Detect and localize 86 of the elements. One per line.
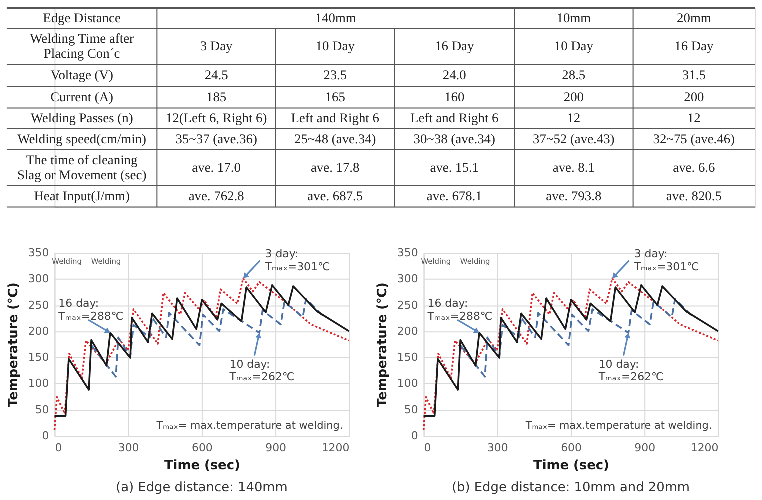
y-tick-label: 100	[28, 377, 50, 390]
text: 20mm	[677, 10, 712, 26]
annotation: Tₘₐₓ= max.temperature at welding.	[156, 420, 344, 432]
text: (b) Edge distance: 10mm and 20mm	[452, 480, 690, 496]
text: 32~75 (ave.46)	[653, 131, 736, 146]
y-tick-label: 350	[397, 246, 418, 260]
text: ave. 793.8	[546, 188, 602, 204]
x-tick-label: 300	[487, 441, 508, 454]
text: ave. 15.1	[430, 160, 480, 175]
x-tick-label: 600	[192, 441, 213, 454]
text: Edge Distance	[43, 10, 122, 26]
annotation: 3 day: Tₘₐₓ=301℃	[264, 248, 330, 274]
y-tick-label: 150	[397, 351, 418, 364]
text: ave. 8.1	[552, 160, 595, 175]
text: Current (A)	[50, 90, 114, 105]
text: 25~48 (ave.34)	[294, 131, 376, 146]
y-tick-label: 300	[28, 272, 50, 286]
text: ave. 678.1	[426, 188, 482, 204]
text: 185	[206, 90, 227, 105]
text: 12	[687, 110, 701, 126]
text: 24.0	[442, 68, 467, 83]
text: Heat Input(J/mm)	[34, 188, 130, 204]
text: Welding Passes (n)	[30, 110, 134, 126]
text: ave. 17.0	[192, 160, 242, 175]
y-axis-title: Temperature (℃)	[375, 282, 390, 408]
text: Voltage (V)	[50, 68, 114, 83]
text: 10 Day	[554, 38, 594, 54]
text: 165	[325, 90, 346, 105]
text: 23.5	[324, 68, 348, 83]
text: 140mm	[315, 10, 357, 26]
x-axis-title: Time (sec)	[164, 458, 240, 474]
y-tick-label: 250	[397, 298, 418, 312]
y-tick-label: 0	[42, 430, 50, 443]
x-tick-label: 0	[55, 441, 62, 454]
x-tick-label: 0	[424, 441, 432, 454]
text: 12	[567, 110, 581, 126]
text: 24.5	[204, 68, 229, 83]
text: 16 Day	[674, 38, 714, 54]
text: Welding speed(cm/min)	[18, 131, 146, 146]
text: ave. 820.5	[666, 188, 722, 204]
y-tick-label: 250	[28, 298, 50, 312]
annotation: Tₘₐₓ= max.temperature at welding.	[524, 420, 712, 432]
annotation: 16 day: Tₘₐₓ=288℃	[58, 297, 124, 324]
annotation: 16 day: Tₘₐₓ=288℃	[426, 297, 493, 324]
text: ave. 687.5	[308, 188, 364, 204]
text: 28.5	[562, 68, 586, 83]
y-tick-label: 300	[397, 272, 418, 286]
y-tick-label: 200	[28, 324, 50, 338]
y-tick-label: 350	[28, 246, 50, 260]
y-tick-label: 200	[397, 324, 418, 338]
text: (a) Edge distance: 140mm	[116, 480, 288, 496]
x-tick-label: 600	[561, 441, 582, 454]
text: ave. 762.8	[188, 188, 245, 204]
annotation: 3 day: Tₘₐₓ=301℃	[633, 248, 700, 274]
annotation: 10 day: Tₘₐₓ=262℃	[228, 358, 295, 384]
annotation: 10 day: Tₘₐₓ=262℃	[598, 358, 664, 384]
text: 200	[684, 90, 705, 105]
text: 12(Left 6, Right 6)	[166, 110, 268, 126]
text: Welding Time after Placing Con´c	[30, 31, 135, 62]
x-tick-label: 300	[118, 441, 140, 454]
text: Left and Right 6	[291, 110, 380, 126]
x-tick-label: 1200	[322, 441, 350, 454]
y-tick-label: 150	[28, 351, 50, 364]
x-tick-label: 1200	[690, 441, 719, 454]
text: 160	[444, 90, 465, 105]
x-tick-label: 900	[634, 441, 656, 454]
y-tick-label: 50	[404, 403, 418, 416]
text: 37~52 (ave.43)	[533, 131, 615, 146]
text: ave. 17.8	[310, 160, 360, 175]
text: 35~37 (ave.36)	[176, 131, 258, 146]
text: 30~38 (ave.34)	[414, 131, 496, 146]
y-tick-label: 50	[35, 403, 50, 416]
x-axis-title: Time (sec)	[534, 458, 610, 474]
text: 16 Day	[435, 38, 474, 54]
y-axis-title: Temperature (℃)	[6, 282, 22, 408]
text: 10 Day	[316, 38, 356, 54]
y-tick-label: 0	[411, 430, 418, 443]
text: 3 Day	[200, 38, 234, 54]
text: 10mm	[556, 10, 592, 26]
text: Left and Right 6	[410, 110, 500, 126]
x-tick-label: 900	[266, 441, 287, 454]
text: 200	[564, 90, 584, 105]
text: ave. 6.6	[673, 160, 716, 175]
text: 31.5	[682, 68, 706, 83]
y-tick-label: 100	[397, 377, 418, 390]
text: The time of cleaning Slag or Movement (sec)	[17, 152, 147, 182]
